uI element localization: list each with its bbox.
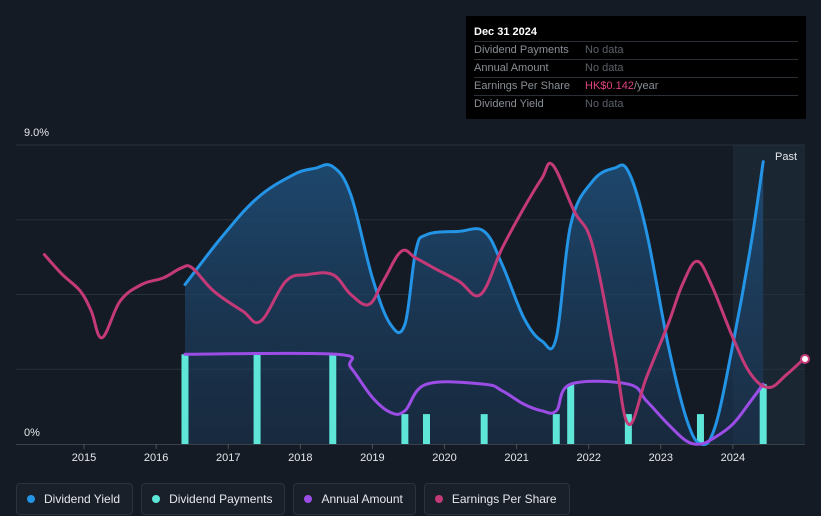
x-tick-label: 2018 — [288, 452, 312, 464]
x-tick-label: 2022 — [576, 452, 600, 464]
legend-item-earnings-per-share[interactable]: Earnings Per Share — [423, 483, 570, 515]
eps-end-marker — [800, 354, 810, 364]
legend-item-dividend-yield[interactable]: Dividend Yield — [16, 483, 134, 515]
tooltip-value: HK$0.142/year — [585, 78, 658, 95]
x-tick-label: 2016 — [144, 452, 168, 464]
legend-dot-icon — [152, 495, 161, 503]
dividend-payment-bar — [624, 414, 632, 444]
tooltip-row-earnings-per-share: Earnings Per Share HK$0.142/year — [474, 77, 798, 95]
tooltip-date: Dec 31 2024 — [474, 26, 537, 38]
data-tooltip: Dec 31 2024 Dividend Payments No data An… — [466, 16, 806, 119]
tooltip-value: No data — [585, 62, 624, 74]
chart-lines — [42, 160, 807, 447]
dividend-payment-bar — [253, 354, 261, 444]
tooltip-label: Annual Amount — [474, 62, 549, 74]
dividend-payment-bar — [181, 354, 189, 444]
x-tick-label: 2017 — [216, 452, 240, 464]
tooltip-value: No data — [585, 98, 624, 110]
x-tick-label: 2020 — [432, 452, 456, 464]
dividend-yield-line — [183, 160, 765, 447]
legend-item-annual-amount[interactable]: Annual Amount — [293, 483, 416, 515]
x-tick-label: 2023 — [649, 452, 673, 464]
dividend-payment-bar — [696, 414, 704, 444]
tooltip-row-dividend-yield: Dividend Yield No data — [474, 95, 798, 113]
x-tick-label: 2024 — [721, 452, 745, 464]
annual-amount-line — [183, 351, 765, 446]
legend-label: Dividend Payments — [169, 492, 273, 506]
dividend-payment-bar — [552, 414, 560, 444]
x-axis-ticks: 2015 2016 2017 2018 2019 2020 2021 2022 2023 2024 — [72, 444, 745, 464]
tooltip-row-dividend-payments: Dividend Payments No data — [474, 41, 798, 59]
chart-legend: Dividend Yield Dividend Payments Annual … — [16, 483, 570, 515]
x-tick-label: 2015 — [72, 452, 96, 464]
y-axis-bottom-label: 0% — [24, 427, 40, 439]
eps-value: HK$0.142 — [585, 80, 634, 92]
dividend-payment-bars — [181, 354, 767, 444]
tooltip-label: Earnings Per Share — [474, 80, 570, 92]
past-label: Past — [775, 151, 797, 163]
legend-item-dividend-payments[interactable]: Dividend Payments — [141, 483, 286, 515]
x-tick-label: 2021 — [504, 452, 528, 464]
legend-dot-icon — [434, 495, 443, 503]
eps-suffix: /year — [633, 80, 659, 92]
tooltip-label: Dividend Payments — [474, 44, 569, 56]
legend-label: Earnings Per Share — [451, 492, 557, 506]
dividend-payment-bar — [329, 354, 337, 444]
y-axis-top-label: 9.0% — [24, 127, 49, 139]
dividend-payment-bar — [401, 414, 409, 444]
x-tick-label: 2019 — [360, 452, 384, 464]
dividend-payment-bar — [480, 414, 488, 444]
legend-dot-icon — [27, 495, 35, 503]
tooltip-value: No data — [585, 44, 624, 56]
legend-label: Annual Amount — [321, 492, 403, 506]
earnings-per-share-line — [42, 161, 807, 426]
dividend-payment-bar — [423, 414, 430, 444]
legend-label: Dividend Yield — [44, 492, 121, 506]
tooltip-row-annual-amount: Annual Amount No data — [474, 59, 798, 77]
dividend-payment-bar — [759, 384, 767, 444]
tooltip-label: Dividend Yield — [474, 98, 544, 110]
dividend-payment-bar — [567, 384, 575, 444]
legend-dot-icon — [304, 495, 313, 503]
